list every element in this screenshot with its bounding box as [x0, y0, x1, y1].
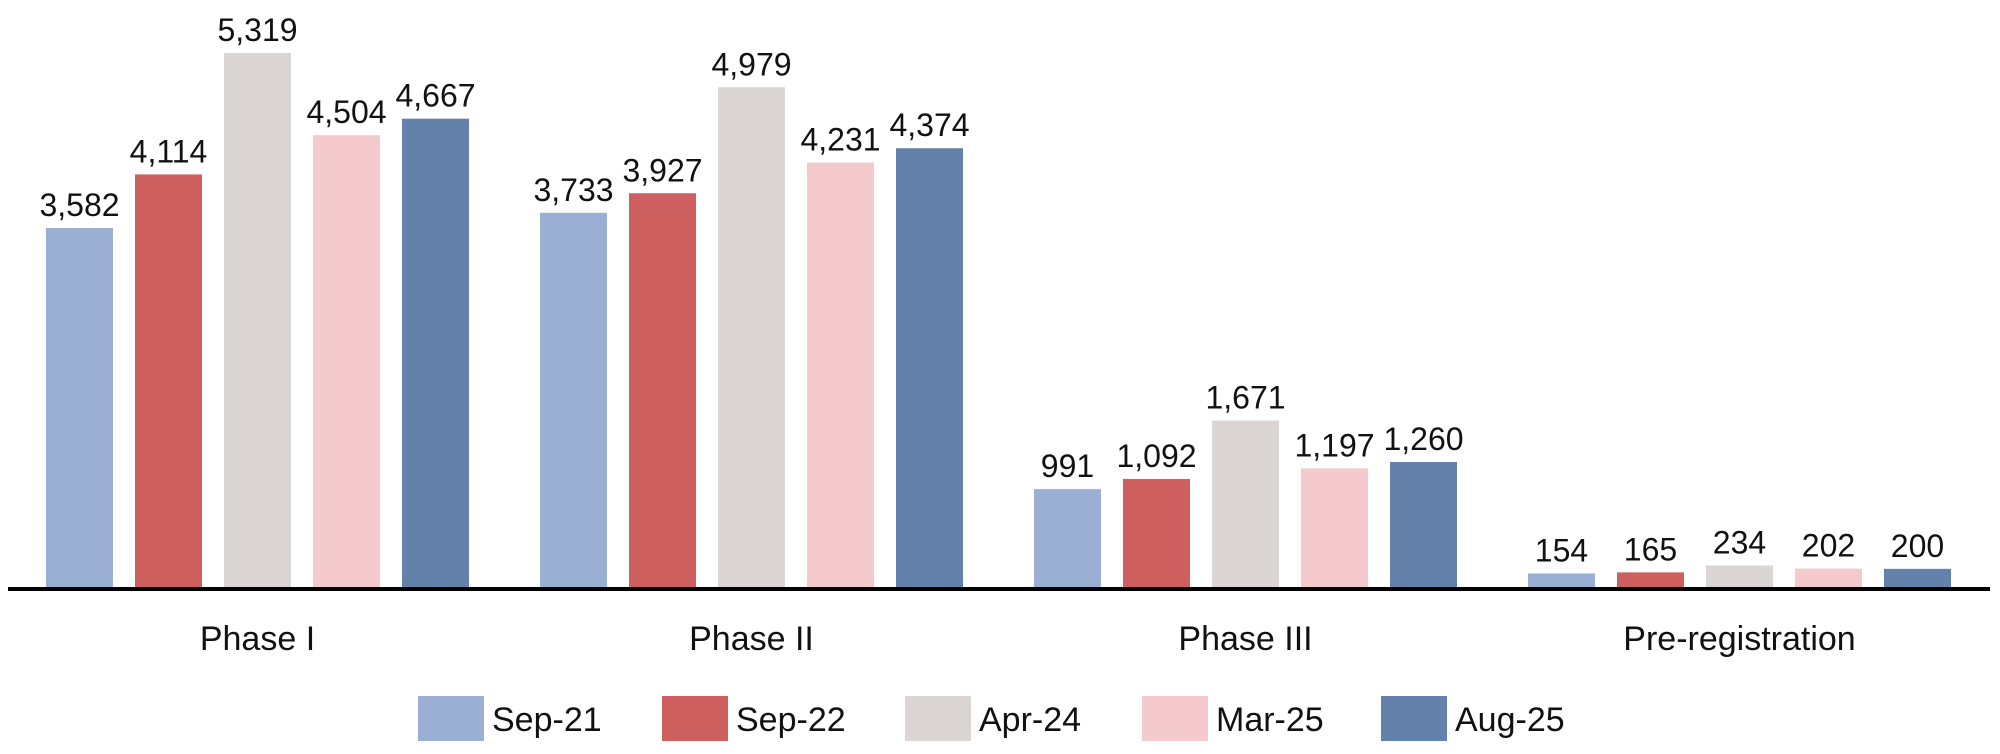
data-label: 1,197	[1294, 427, 1374, 463]
data-label: 5,319	[217, 12, 297, 48]
data-label: 4,979	[711, 46, 791, 82]
bar-apr-24-phase-ii	[718, 87, 785, 589]
x-tick-label: Pre-registration	[1623, 620, 1855, 658]
data-label: 234	[1713, 524, 1766, 560]
data-label: 165	[1624, 531, 1677, 567]
bar-aug-25-phase-iii	[1390, 462, 1457, 589]
legend-label: Aug-25	[1455, 701, 1565, 739]
data-label: 4,374	[889, 107, 969, 143]
data-label: 1,092	[1116, 438, 1196, 474]
legend-label: Sep-22	[736, 701, 846, 739]
data-label: 4,667	[395, 78, 475, 114]
data-label: 4,231	[800, 122, 880, 158]
legend-swatch	[905, 696, 971, 741]
bar-mar-25-phase-i	[313, 135, 380, 589]
legend-item-mar-25: Mar-25	[1142, 696, 1324, 741]
x-tick-label: Phase I	[200, 620, 315, 658]
bar-sep-22-phase-iii	[1123, 478, 1190, 589]
data-label: 3,582	[39, 187, 119, 223]
data-label: 3,927	[622, 152, 702, 188]
data-label: 4,504	[306, 94, 386, 130]
data-label: 200	[1891, 528, 1944, 564]
bar-sep-21-phase-i	[46, 228, 113, 589]
bar-sep-21-phase-ii	[540, 212, 607, 590]
bar-sep-22-phase-i	[135, 174, 202, 589]
legend-swatch	[1381, 696, 1447, 741]
data-label: 3,733	[533, 172, 613, 208]
bar-apr-24-phase-iii	[1212, 420, 1279, 589]
bar-apr-24-phase-i	[224, 53, 291, 589]
legend-item-sep-22: Sep-22	[662, 696, 846, 741]
x-axis-tick-labels: Phase I Phase II Phase III Pre-registration	[200, 620, 1856, 658]
bar-sep-22-phase-ii	[629, 193, 696, 589]
bar-sep-21-pre-registration	[1528, 573, 1595, 589]
legend-swatch	[662, 696, 728, 741]
bar-mar-25-phase-iii	[1301, 468, 1368, 589]
legend-label: Sep-21	[492, 701, 602, 739]
bars-layer	[46, 53, 1951, 590]
x-tick-label: Phase II	[689, 620, 814, 658]
bar-aug-25-pre-registration	[1884, 568, 1951, 589]
data-label: 1,260	[1383, 421, 1463, 457]
legend-item-aug-25: Aug-25	[1381, 696, 1565, 741]
bar-sep-22-pre-registration	[1617, 572, 1684, 589]
legend: Sep-21 Sep-22 Apr-24 Mar-25 Aug-25	[418, 696, 1565, 741]
legend-swatch	[418, 696, 484, 741]
legend-swatch	[1142, 696, 1208, 741]
legend-item-sep-21: Sep-21	[418, 696, 602, 741]
legend-label: Apr-24	[979, 701, 1081, 739]
bar-aug-25-phase-i	[402, 118, 469, 589]
bar-mar-25-phase-ii	[807, 162, 874, 589]
bar-mar-25-pre-registration	[1795, 568, 1862, 589]
data-label: 202	[1802, 528, 1855, 564]
data-label: 4,114	[130, 133, 208, 169]
x-tick-label: Phase III	[1178, 620, 1312, 658]
legend-label: Mar-25	[1216, 701, 1324, 739]
bar-apr-24-pre-registration	[1706, 565, 1773, 589]
bar-aug-25-phase-ii	[896, 148, 963, 589]
bar-sep-21-phase-iii	[1034, 489, 1101, 589]
legend-item-apr-24: Apr-24	[905, 696, 1081, 741]
data-label: 154	[1535, 532, 1588, 568]
data-label: 991	[1041, 448, 1094, 484]
data-label: 1,671	[1205, 380, 1285, 416]
